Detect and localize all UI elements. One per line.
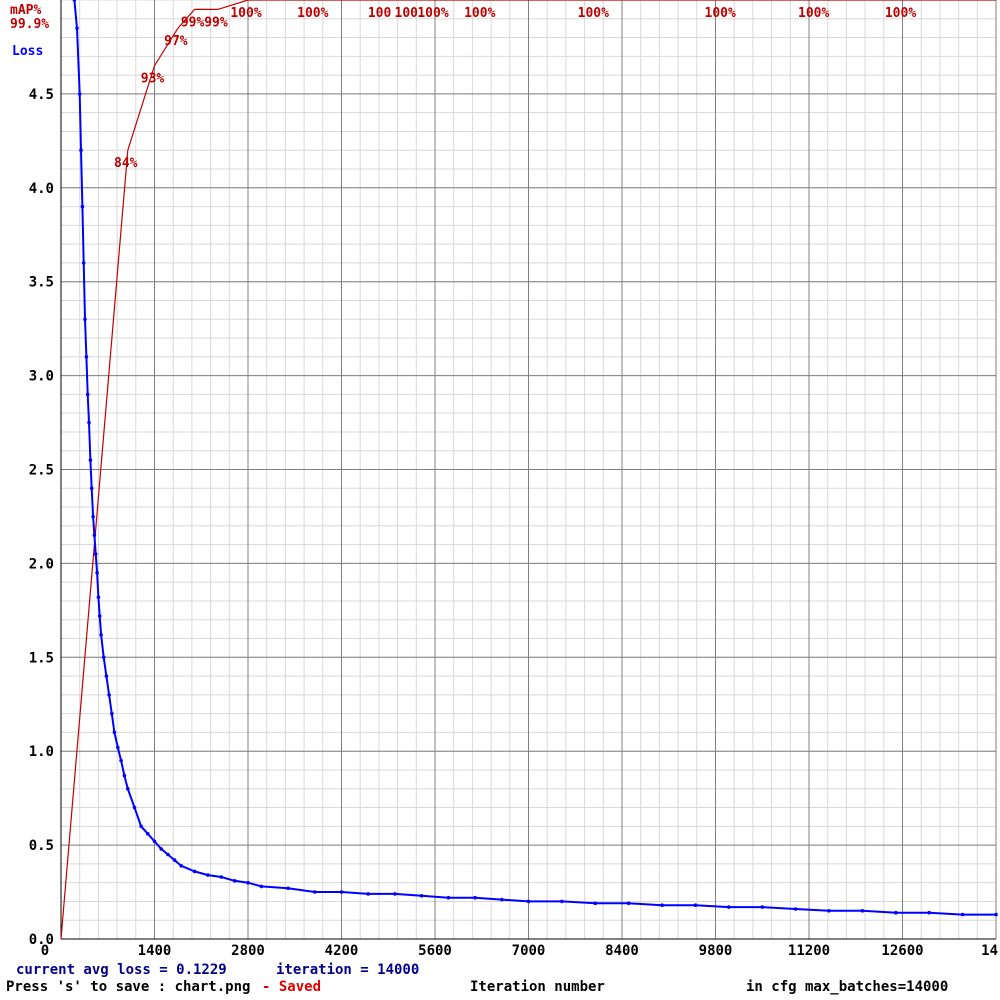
map-point-label: 100% [464, 6, 495, 21]
y-tick-label: 3.0 [29, 369, 54, 385]
x-tick-label: 14 [981, 943, 998, 959]
save-hint: Press 's' to save : chart.png [6, 979, 250, 995]
loss-legend-title: Loss [12, 44, 43, 59]
map-point-label: 100% [885, 6, 916, 21]
map-point-label: 97% [164, 34, 188, 49]
x-axis-label: Iteration number [470, 979, 605, 995]
map-legend-title: mAP% [10, 3, 41, 18]
x-tick-label: 4200 [325, 943, 359, 959]
loss-series [72, 0, 998, 917]
map-point-label: 100% [297, 6, 328, 21]
max-batches: in cfg max_batches=14000 [746, 979, 948, 995]
y-tick-label: 2.5 [29, 463, 54, 479]
y-tick-label: 1.0 [29, 744, 54, 760]
y-tick-label: 1.5 [29, 650, 54, 666]
map-point-label: 100% [705, 6, 736, 21]
current-avg-loss: current avg loss = 0.1229 [16, 962, 227, 978]
map-point-label: 100% [417, 6, 448, 21]
x-tick-label: 7000 [512, 943, 546, 959]
map-point-label: 100 [368, 6, 392, 21]
x-tick-label: 8400 [605, 943, 639, 959]
map-point-label: 100% [578, 6, 609, 21]
x-tick-label: 9800 [699, 943, 733, 959]
y-tick-label: 2.0 [29, 556, 54, 572]
x-tick-label: 1400 [138, 943, 172, 959]
y-tick-label: 4.0 [29, 181, 54, 197]
y-tick-label: 3.5 [29, 275, 54, 291]
x-tick-label: 5600 [418, 943, 452, 959]
map-series: 84%93%97%99% 99%100% 100% 100 100 100% 100% 100… [60, 0, 996, 940]
y-axis-ticks: 0.0 0.5 1.0 1.5 2.0 2.5 3.0 3.5 4.0 4.5 [29, 87, 54, 948]
y-tick-label: 0.5 [29, 838, 54, 854]
map-point-label: 93% [141, 72, 165, 87]
y-tick-label: 4.5 [29, 87, 54, 103]
x-tick-label: 0 [41, 943, 49, 959]
x-axis-ticks: 0 1400 2800 4200 5600 7000 8400 9800 11200 12600 1… [41, 943, 998, 959]
x-tick-label: 2800 [231, 943, 265, 959]
map-point-label: 100 [395, 6, 419, 21]
map-line [60, 0, 996, 940]
map-legend-value: 99.9% [10, 17, 49, 32]
x-tick-label: 11200 [788, 943, 830, 959]
map-point-label: 100% [230, 6, 261, 21]
x-tick-label: 12600 [881, 943, 923, 959]
map-point-label: 99% [181, 15, 205, 30]
loss-trace [73, 0, 996, 916]
map-point-label: 99% [204, 15, 228, 30]
y-tick-label: 0.0 [29, 932, 54, 948]
map-point-label: 100% [798, 6, 829, 21]
map-point-label: 84% [114, 156, 138, 171]
saved-status: - Saved [262, 979, 321, 995]
major-grid [60, 0, 997, 940]
iteration-readout: iteration = 14000 [276, 962, 419, 978]
